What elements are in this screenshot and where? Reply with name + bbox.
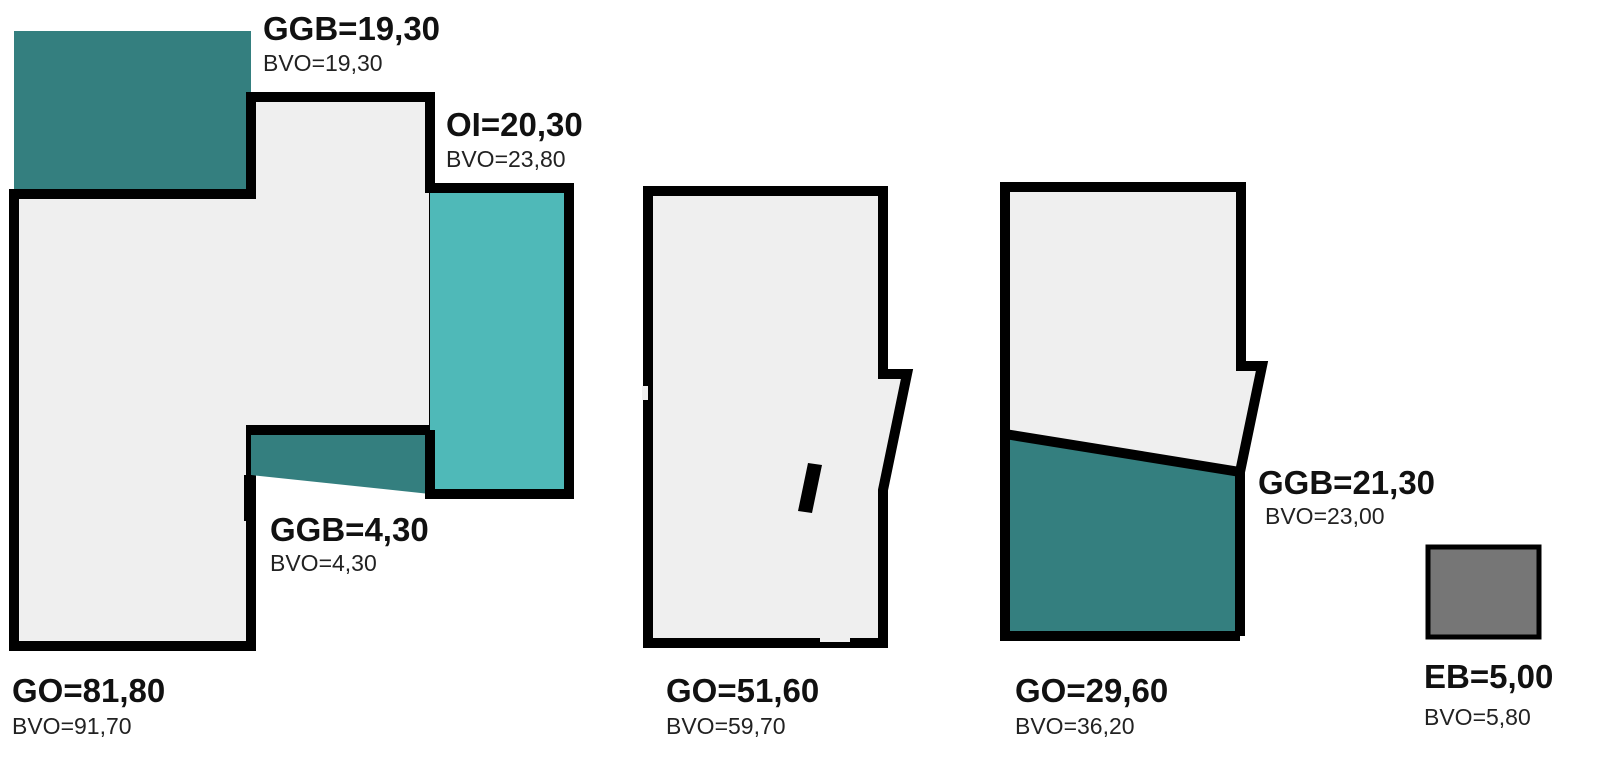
label-go-2-bvo: BVO=59,70 <box>666 713 786 739</box>
label-go-3: GO=29,60 <box>1015 672 1169 709</box>
label-oi: OI=20,30 <box>446 106 583 143</box>
label-go-1: GO=81,80 <box>12 672 166 709</box>
label-go-2: GO=51,60 <box>666 672 820 709</box>
floor-plan-4 <box>1425 544 1542 640</box>
wall-gap-bottom <box>820 636 850 642</box>
floor-plan-1 <box>9 31 574 651</box>
column-element <box>798 463 822 513</box>
label-oi-bvo: BVO=23,80 <box>446 146 566 172</box>
label-eb: EB=5,00 <box>1424 658 1554 695</box>
outline-oi <box>425 183 574 499</box>
label-go-1-bvo: BVO=91,70 <box>12 713 132 739</box>
label-eb-bvo: BVO=5,80 <box>1424 704 1531 730</box>
area-ggb-3 <box>1005 434 1240 636</box>
area-eb <box>1425 544 1542 640</box>
label-go-3-bvo: BVO=36,20 <box>1015 713 1135 739</box>
room-go-2 <box>643 186 914 648</box>
label-ggb-top-bvo: BVO=19,30 <box>263 50 383 76</box>
label-ggb-small: GGB=4,30 <box>270 511 429 548</box>
wall-gap-left <box>642 386 648 400</box>
divider-line <box>1004 429 1241 477</box>
label-ggb-small-bvo: BVO=4,30 <box>270 550 377 576</box>
wall-segment <box>244 475 252 521</box>
floor-plan-2 <box>642 186 914 648</box>
label-ggb-3: GGB=21,30 <box>1258 464 1436 501</box>
area-ggb-top-left <box>14 31 251 194</box>
floor-plan-3 <box>1000 182 1269 641</box>
label-ggb-3-bvo: BVO=23,00 <box>1265 503 1385 529</box>
area-ggb-small <box>251 430 430 494</box>
area-oi <box>430 188 569 494</box>
room-go-3-upper <box>1005 187 1262 472</box>
label-ggb-top: GGB=19,30 <box>263 10 441 47</box>
outline-plan-3 <box>1000 182 1269 641</box>
